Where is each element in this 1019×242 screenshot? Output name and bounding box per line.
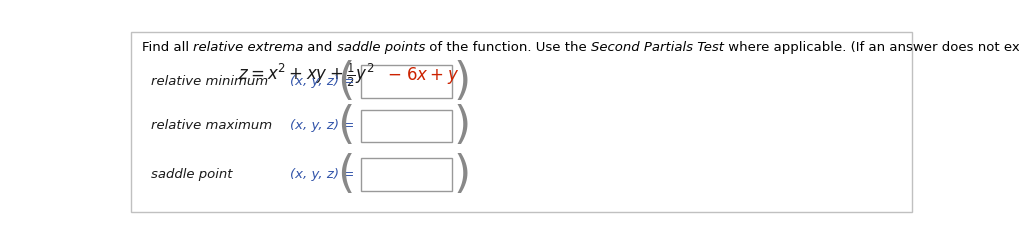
- Text: ): ): [452, 105, 470, 147]
- Text: saddle points: saddle points: [336, 41, 425, 54]
- Text: Second Partials Test: Second Partials Test: [591, 41, 723, 54]
- Text: (x, y, z) =: (x, y, z) =: [289, 168, 354, 181]
- Text: relative maximum: relative maximum: [151, 120, 272, 132]
- Text: (: (: [336, 105, 354, 147]
- Text: ): ): [452, 60, 470, 103]
- Text: relative minimum: relative minimum: [151, 75, 268, 88]
- Text: Find all: Find all: [142, 41, 193, 54]
- FancyBboxPatch shape: [131, 32, 912, 212]
- FancyBboxPatch shape: [361, 110, 451, 142]
- Text: of the function. Use the: of the function. Use the: [425, 41, 591, 54]
- Text: (: (: [336, 153, 354, 196]
- Text: where applicable. (If an answer does not exist, enter DNE.): where applicable. (If an answer does not…: [723, 41, 1019, 54]
- Text: (x, y, z) =: (x, y, z) =: [289, 75, 354, 88]
- FancyBboxPatch shape: [361, 65, 451, 98]
- FancyBboxPatch shape: [361, 158, 451, 191]
- Text: and: and: [304, 41, 336, 54]
- Text: (: (: [336, 60, 354, 103]
- Text: ): ): [452, 153, 470, 196]
- Text: $z = x^{2} + xy + \frac{1}{2}y^{2}$: $z = x^{2} + xy + \frac{1}{2}y^{2}$: [238, 62, 374, 89]
- Text: $- \ 6x + y$: $- \ 6x + y$: [386, 65, 459, 86]
- Text: relative extrema: relative extrema: [193, 41, 304, 54]
- Text: saddle point: saddle point: [151, 168, 232, 181]
- Text: (x, y, z) =: (x, y, z) =: [289, 120, 354, 132]
